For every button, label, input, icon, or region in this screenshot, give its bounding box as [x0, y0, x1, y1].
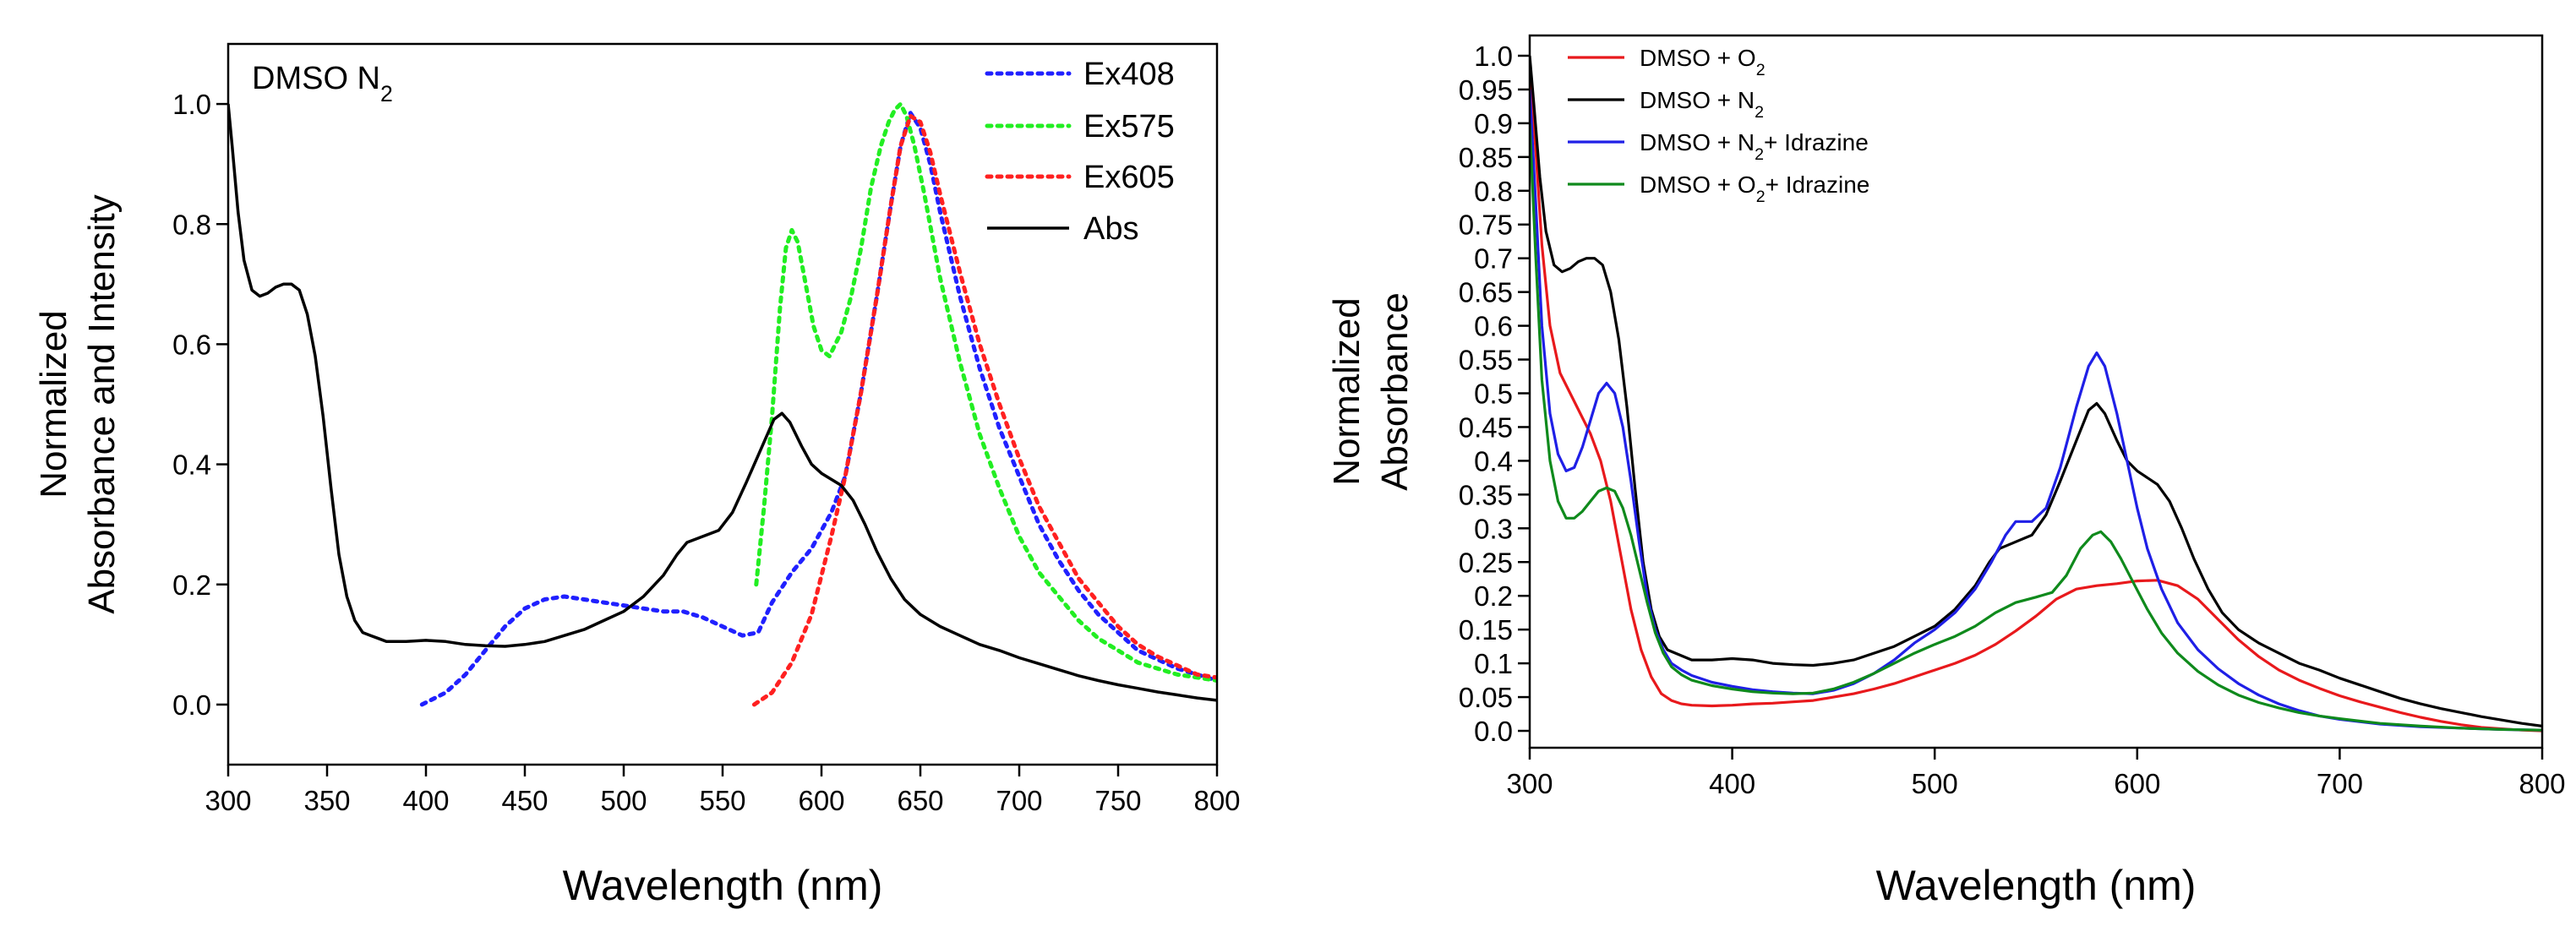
x-tick-label: 550	[699, 785, 745, 816]
y-axis-title: Absorbance and Intensity	[81, 194, 123, 614]
y-tick-label: 0.0	[172, 689, 211, 721]
legend-label: Ex605	[1083, 160, 1175, 195]
y-tick-label: 0.7	[1474, 243, 1513, 275]
y-tick-label: 0.55	[1459, 345, 1513, 376]
y-tick-label: 0.45	[1459, 411, 1513, 443]
legend-label: Abs	[1083, 211, 1138, 247]
legend-label-sub: 2	[1755, 145, 1764, 164]
y-tick-label: 0.65	[1459, 277, 1513, 308]
y-tick-label: 0.35	[1459, 479, 1513, 510]
x-tick-label: 800	[1193, 785, 1240, 816]
series-line-ex605	[751, 113, 1217, 707]
series-line-abs	[228, 103, 1217, 702]
y-tick-label: 0.25	[1459, 547, 1513, 578]
chart-panel-2: 300 400 500 600 700 8000.00.050.10.150.20.250…	[1326, 34, 2566, 909]
legend: Ex408 Ex575 Ex605 Abs	[985, 57, 1175, 247]
y-axis-title: Normalized	[1326, 297, 1367, 486]
x-axis-title: Wavelength (nm)	[563, 862, 883, 909]
y-tick-label: 0.4	[1474, 445, 1513, 477]
plot-frame	[1528, 34, 2544, 749]
x-tick-label: 750	[1094, 785, 1141, 816]
y-tick-label: 0.8	[1474, 176, 1513, 207]
legend-label: DMSO + N2	[1640, 87, 1764, 122]
series-group	[1530, 55, 2542, 733]
x-tick-label: 650	[897, 785, 943, 816]
x-tick-label: 300	[1506, 768, 1553, 799]
y-tick-label: 0.75	[1459, 210, 1513, 241]
y-axis-title: Absorbance	[1374, 292, 1416, 491]
legend-label: DMSO + O2+ Idrazine	[1640, 172, 1869, 206]
x-tick-label: 400	[1709, 768, 1755, 799]
series-line-ex575	[754, 101, 1217, 683]
legend-label-main: DMSO + O	[1640, 172, 1756, 198]
y-tick-label: 0.2	[1474, 580, 1513, 612]
y-tick-label: 0.0	[1474, 716, 1513, 747]
legend-label-main: DMSO + N	[1640, 87, 1755, 113]
legend-label-sub: 2	[1755, 103, 1764, 122]
series-line-ex408	[419, 111, 1217, 707]
series-line-dmso-n2	[1530, 55, 2542, 727]
x-tick-label: 450	[501, 785, 548, 816]
y-tick-label: 0.3	[1474, 513, 1513, 544]
legend-label-main: DMSO + O	[1640, 45, 1756, 71]
series-group	[228, 101, 1217, 707]
y-tick-label: 0.6	[172, 329, 211, 360]
chart-panel-1: 300 350 400 450 500 550 600 650 700 750 800 0.0 0.2 0…	[33, 42, 1241, 909]
x-tick-label: 700	[996, 785, 1042, 816]
y-tick-label: 0.85	[1459, 142, 1513, 173]
panel-annotation-main: DMSO N	[252, 61, 380, 96]
series-line-dmso-o2	[1530, 68, 2542, 733]
y-tick-label: 0.05	[1459, 682, 1513, 713]
x-tick-label: 600	[798, 785, 844, 816]
y-tick-label: 1.0	[1474, 41, 1513, 72]
legend-label-suffix: + Idrazine	[1764, 129, 1869, 155]
y-tick-label: 0.4	[172, 449, 211, 481]
y-tick-label: 0.95	[1459, 74, 1513, 106]
y-tick-label: 0.15	[1459, 614, 1513, 645]
x-tick-label: 800	[2519, 768, 2565, 799]
y-axis-title: Normalized	[33, 310, 74, 498]
y-tick-label: 1.0	[172, 89, 211, 120]
series-line-dmso-o2-idrazine	[1530, 123, 2542, 732]
panel-annotation: DMSO N2	[252, 61, 393, 106]
legend-label: Ex408	[1083, 57, 1175, 92]
legend-label: DMSO + O2	[1640, 45, 1766, 79]
series-line-dmso-n2-idrazine	[1530, 89, 2542, 732]
x-tick-label: 500	[1912, 768, 1958, 799]
x-tick-label: 500	[600, 785, 647, 816]
panel-annotation-sub: 2	[380, 81, 393, 106]
x-tick-label: 300	[205, 785, 251, 816]
legend-label-sub: 2	[1756, 61, 1766, 79]
x-tick-label: 700	[2317, 768, 2363, 799]
y-tick-label: 0.6	[1474, 311, 1513, 342]
legend-label-suffix: + Idrazine	[1766, 172, 1870, 198]
y-tick-label: 0.8	[172, 209, 211, 240]
legend-label-sub: 2	[1756, 188, 1766, 206]
plot-frame	[226, 42, 1219, 766]
y-tick-label: 0.5	[1474, 378, 1513, 409]
x-tick-label: 600	[2114, 768, 2160, 799]
y-tick-label: 0.9	[1474, 108, 1513, 139]
legend-label-main: DMSO + N	[1640, 129, 1755, 155]
x-axis-title: Wavelength (nm)	[1876, 862, 2197, 909]
y-tick-label: 0.2	[172, 569, 211, 601]
x-tick-label: 400	[402, 785, 449, 816]
legend-label: Ex575	[1083, 109, 1175, 144]
legend-label: DMSO + N2+ Idrazine	[1640, 129, 1869, 164]
y-tick-label: 0.1	[1474, 648, 1513, 679]
x-tick-label: 350	[303, 785, 350, 816]
